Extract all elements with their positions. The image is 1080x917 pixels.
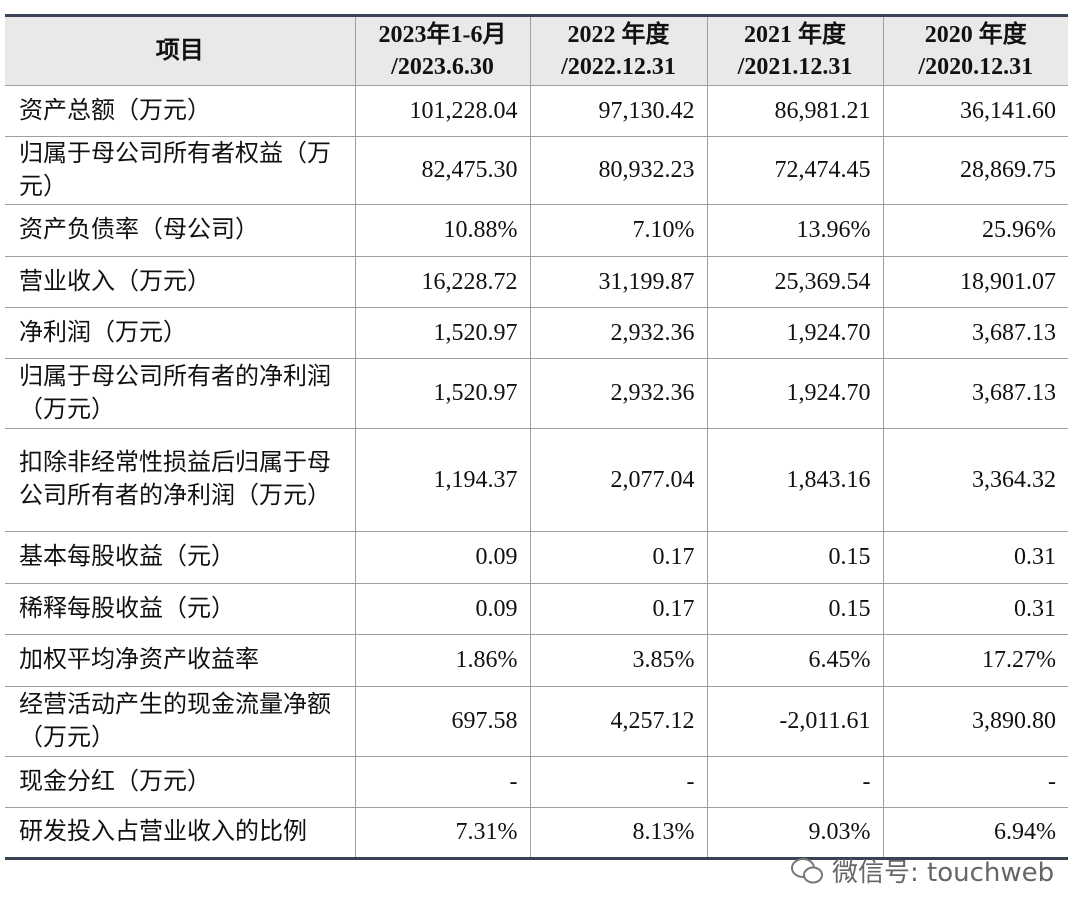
wechat-icon (791, 857, 823, 883)
table-row: 扣除非经常性损益后归属于母公司所有者的净利润（万元） 1,194.37 2,077.… (5, 428, 1068, 532)
row-label: 现金分红（万元） (5, 756, 356, 808)
row-label: 资产总额（万元） (5, 85, 356, 137)
value-cell: 6.94% (882, 807, 1068, 859)
value-cell: 80,932.23 (529, 136, 708, 205)
header-line: /2020.12.31 (918, 54, 1034, 80)
header-line: 2021 年度 (744, 22, 846, 48)
row-label: 营业收入（万元） (5, 256, 356, 308)
value-cell: 4,257.12 (529, 686, 708, 757)
value-cell: 0.17 (529, 583, 708, 635)
value-cell: 3.85% (529, 634, 708, 687)
value-cell: 1,194.37 (354, 428, 531, 532)
value-cell: 25,369.54 (706, 256, 884, 308)
value-cell: 36,141.60 (882, 85, 1068, 137)
header-cell: 2022 年度/2022.12.31 (529, 15, 708, 86)
table-row: 资产负债率（母公司） 10.88% 7.10% 13.96% 25.96% (5, 204, 1068, 257)
header-line: /2021.12.31 (737, 54, 853, 80)
value-cell: 86,981.21 (706, 85, 884, 137)
value-cell: 1,843.16 (706, 428, 884, 532)
value-cell: 10.88% (354, 204, 531, 257)
value-cell: - (354, 756, 531, 808)
table-row: 资产总额（万元） 101,228.04 97,130.42 86,981.21 36,1… (5, 85, 1068, 137)
value-cell: - (529, 756, 708, 808)
row-label: 基本每股收益（元） (5, 531, 356, 584)
value-cell: 0.31 (882, 583, 1068, 635)
row-label: 研发投入占营业收入的比例 (5, 807, 356, 859)
table-row: 归属于母公司所有者权益（万元） 82,475.30 80,932.23 72,474.… (5, 136, 1068, 205)
table-row: 归属于母公司所有者的净利润（万元） 1,520.97 2,932.36 1,924.7… (5, 358, 1068, 429)
header-line: /2022.12.31 (561, 54, 676, 80)
value-cell: 2,077.04 (529, 428, 708, 532)
value-cell: 7.10% (529, 204, 708, 257)
header-line: 2023年1-6月 (378, 22, 507, 48)
value-cell: 7.31% (354, 807, 531, 859)
table-body: 资产总额（万元） 101,228.04 97,130.42 86,981.21 36,1… (5, 85, 1068, 859)
row-label: 归属于母公司所有者的净利润（万元） (5, 358, 356, 429)
watermark: 微信号: touchweb (790, 852, 1054, 889)
value-cell: 97,130.42 (529, 85, 708, 137)
value-cell: 3,687.13 (882, 358, 1068, 429)
row-label: 归属于母公司所有者权益（万元） (5, 136, 356, 205)
value-cell: 3,890.80 (882, 686, 1068, 757)
value-cell: 0.31 (882, 531, 1068, 584)
value-cell: 1,924.70 (706, 358, 884, 429)
value-cell: 9.03% (706, 807, 884, 859)
table-row: 现金分红（万元） - - - - (5, 756, 1068, 808)
value-cell: -2,011.61 (706, 686, 884, 757)
value-cell: 1,520.97 (354, 358, 531, 429)
value-cell: 1.86% (354, 634, 531, 687)
value-cell: 17.27% (882, 634, 1068, 687)
value-cell: 82,475.30 (354, 136, 531, 205)
value-cell: - (882, 756, 1068, 808)
value-cell: 0.17 (529, 531, 708, 584)
value-cell: 1,924.70 (706, 307, 884, 359)
table-row: 营业收入（万元） 16,228.72 31,199.87 25,369.54 18,90… (5, 256, 1068, 308)
value-cell: 13.96% (706, 204, 884, 257)
value-cell: 697.58 (354, 686, 531, 757)
table-row: 基本每股收益（元） 0.09 0.17 0.15 0.31 (5, 531, 1068, 584)
value-cell: 1,520.97 (354, 307, 531, 359)
header-line: 2022 年度 (567, 22, 670, 48)
value-cell: 3,364.32 (882, 428, 1068, 532)
value-cell: 3,687.13 (882, 307, 1068, 359)
table-row: 经营活动产生的现金流量净额（万元） 697.58 4,257.12 -2,011.61… (5, 686, 1068, 757)
table-row: 加权平均净资产收益率 1.86% 3.85% 6.45% 17.27% (5, 634, 1068, 687)
value-cell: - (706, 756, 884, 808)
watermark-text: 微信号: touchweb (832, 858, 1055, 888)
value-cell: 0.15 (706, 531, 884, 584)
row-label: 资产负债率（母公司） (5, 204, 356, 257)
value-cell: 72,474.45 (706, 136, 884, 205)
header-cell: 2020 年度/2020.12.31 (882, 15, 1068, 86)
row-label: 稀释每股收益（元） (5, 583, 356, 635)
value-cell: 2,932.36 (529, 358, 708, 429)
value-cell: 16,228.72 (354, 256, 531, 308)
table-row: 研发投入占营业收入的比例 7.31% 8.13% 9.03% 6.94% (5, 807, 1068, 859)
header-cell: 2023年1-6月/2023.6.30 (354, 15, 531, 86)
value-cell: 0.15 (706, 583, 884, 635)
value-cell: 8.13% (529, 807, 708, 859)
header-cell: 项目 (5, 15, 356, 86)
row-label: 加权平均净资产收益率 (5, 634, 356, 687)
table-row: 稀释每股收益（元） 0.09 0.17 0.15 0.31 (5, 583, 1068, 635)
value-cell: 18,901.07 (882, 256, 1068, 308)
table-row: 净利润（万元） 1,520.97 2,932.36 1,924.70 3,687.13 (5, 307, 1068, 359)
value-cell: 0.09 (354, 531, 531, 584)
value-cell: 2,932.36 (529, 307, 708, 359)
value-cell: 31,199.87 (529, 256, 708, 308)
value-cell: 101,228.04 (354, 85, 531, 137)
value-cell: 25.96% (882, 204, 1068, 257)
value-cell: 0.09 (354, 583, 531, 635)
header-line: /2023.6.30 (391, 54, 494, 80)
header-row: 项目 2023年1-6月/2023.6.30 2022 年度/2022.12.31 2… (5, 15, 1068, 86)
header-cell: 2021 年度/2021.12.31 (706, 15, 884, 86)
header-line: 2020 年度 (924, 22, 1027, 48)
financial-table: 项目 2023年1-6月/2023.6.30 2022 年度/2022.12.31 2… (5, 14, 1068, 860)
row-label: 扣除非经常性损益后归属于母公司所有者的净利润（万元） (5, 428, 356, 532)
row-label: 净利润（万元） (5, 307, 356, 359)
row-label: 经营活动产生的现金流量净额（万元） (5, 686, 356, 757)
value-cell: 6.45% (706, 634, 884, 687)
value-cell: 28,869.75 (882, 136, 1068, 205)
